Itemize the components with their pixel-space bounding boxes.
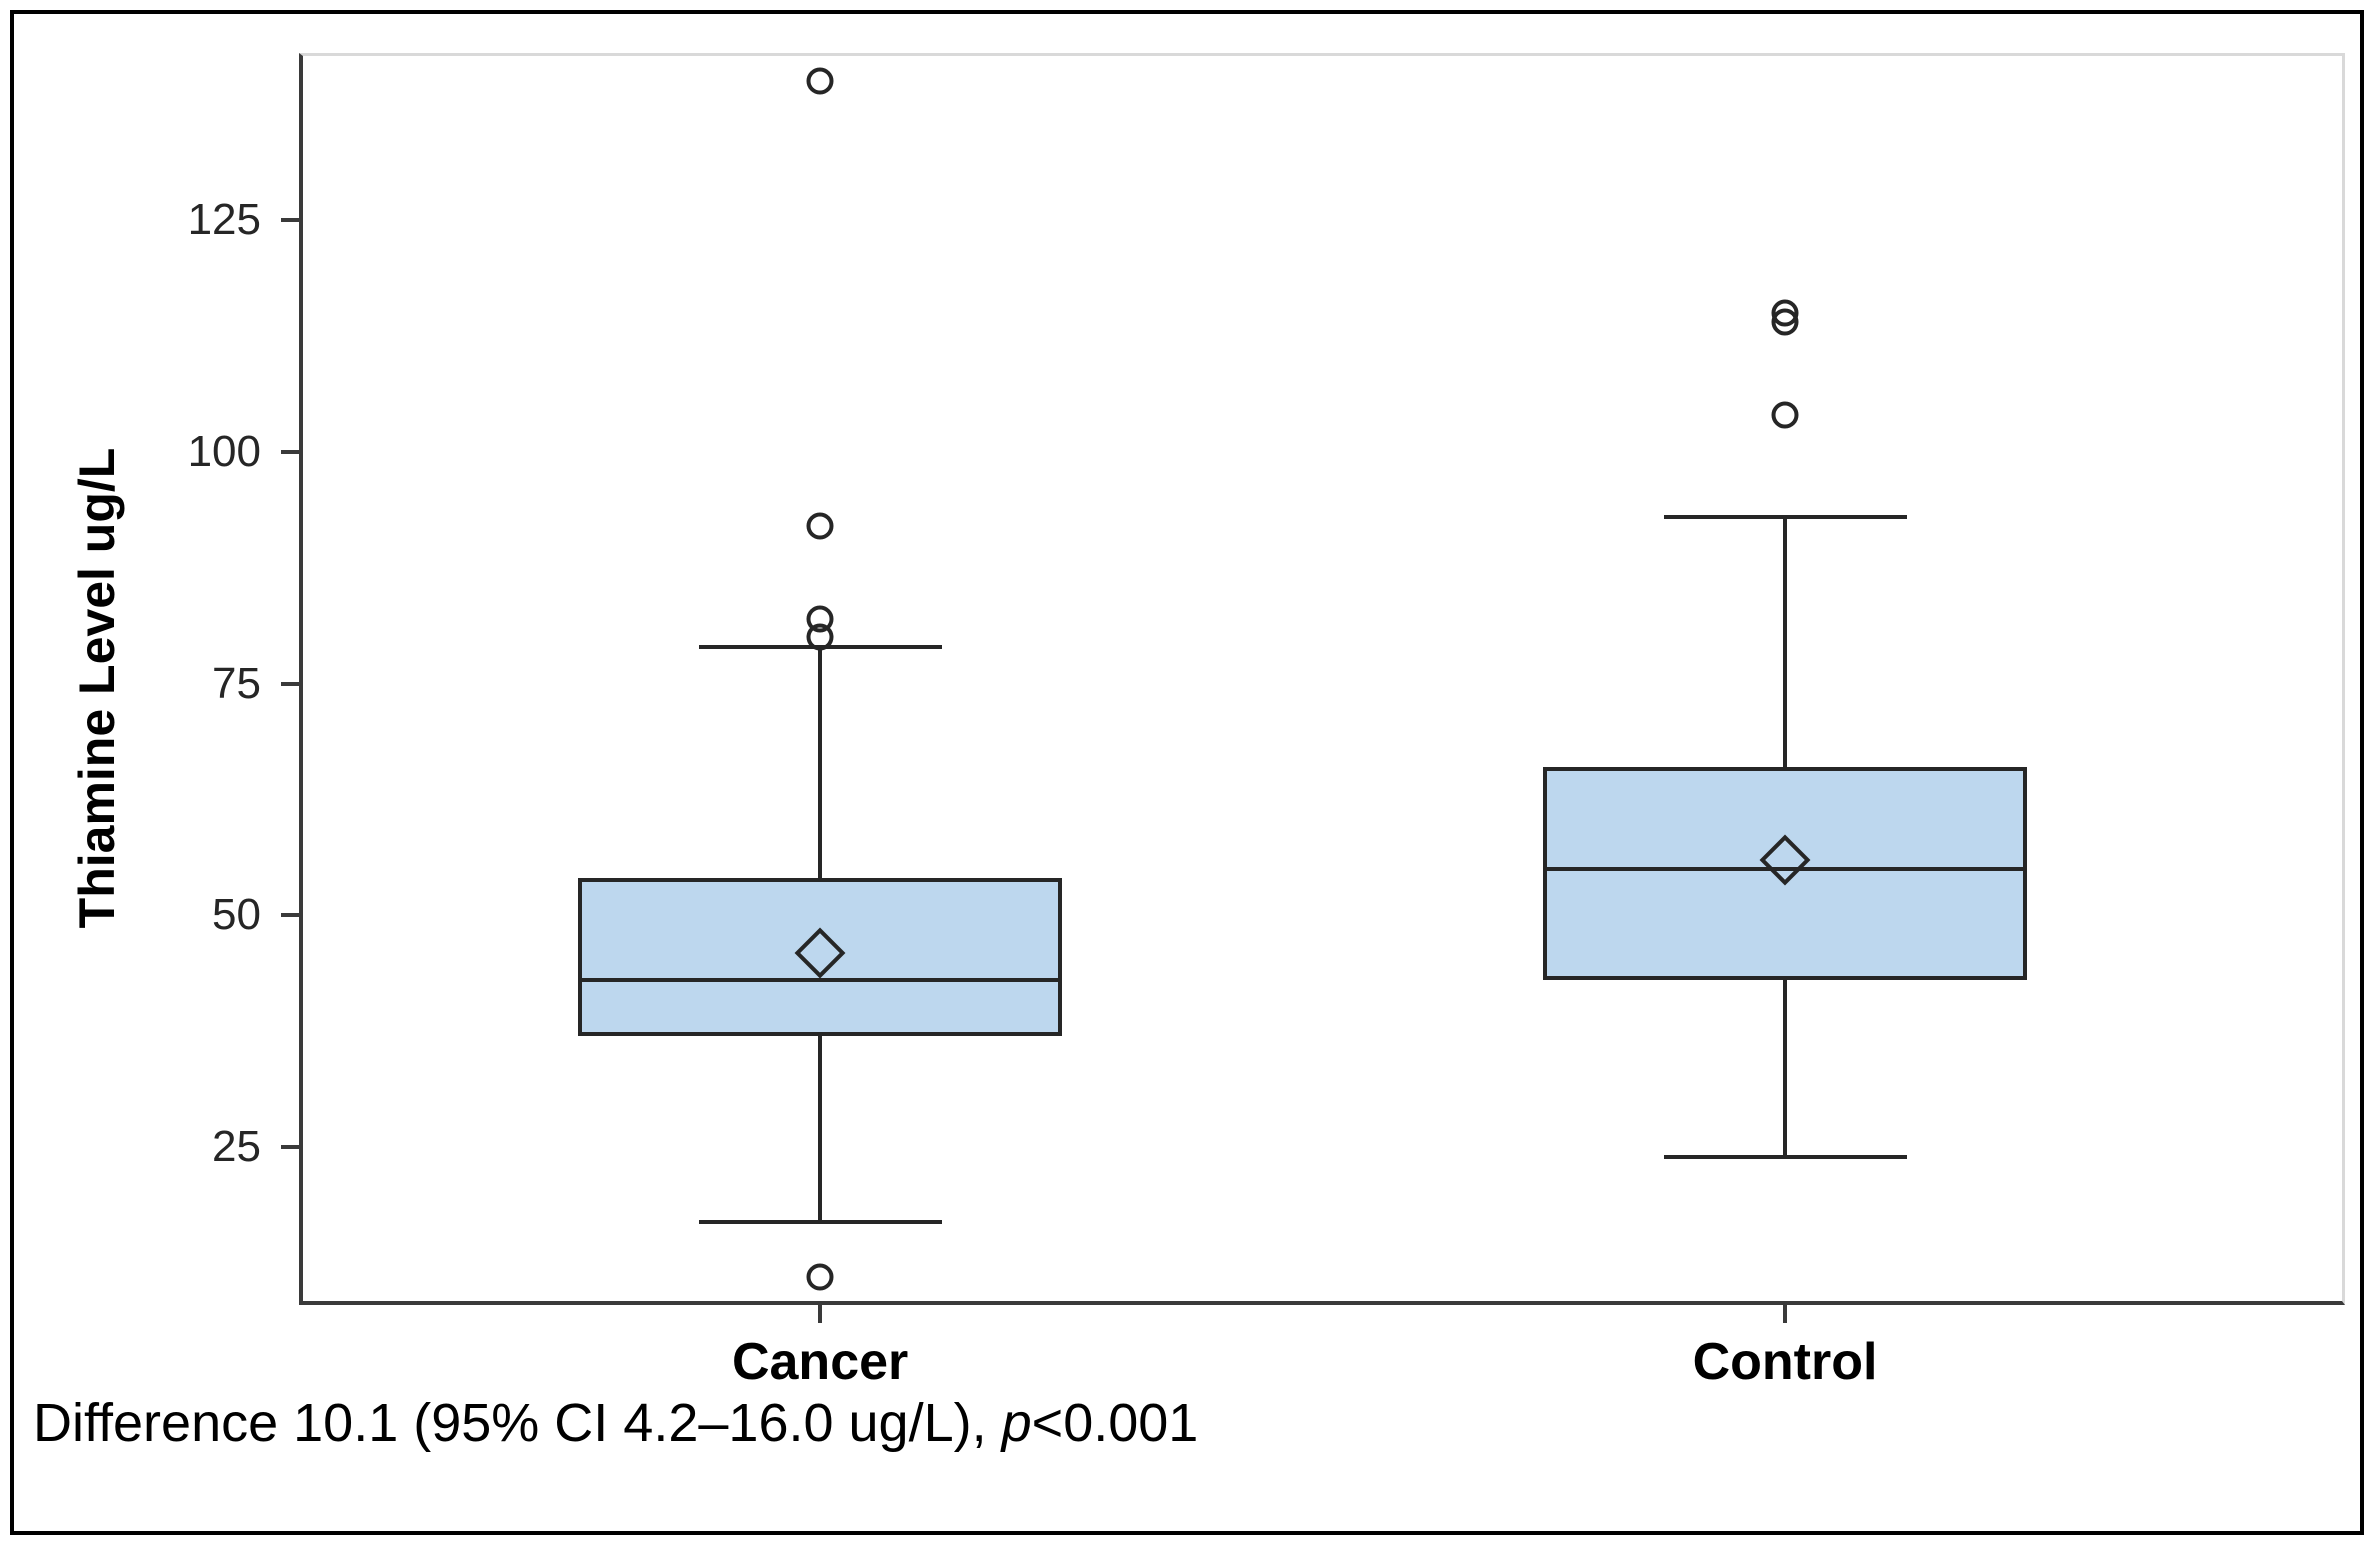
figure-border (10, 10, 2364, 1535)
x-category-label-control: Control (1692, 1333, 1878, 1391)
y-tick-label-50: 50 (212, 890, 261, 940)
cancer-outlier-point (806, 1263, 834, 1291)
control-lower-whisker-cap (1663, 1154, 1907, 1159)
cancer-box (578, 878, 1063, 1037)
cancer-lower-whisker-cap (698, 1219, 942, 1224)
cancer-lower-whisker (818, 1036, 823, 1222)
y-tick-label-25: 25 (212, 1122, 261, 1172)
y-tick-mark-50 (281, 913, 299, 918)
control-upper-whisker (1783, 516, 1787, 768)
y-axis-title: Thiamine Level ug/L (69, 447, 125, 929)
control-outlier-point (1771, 401, 1799, 429)
control-lower-whisker (1783, 980, 1787, 1157)
y-tick-mark-75 (281, 681, 299, 686)
control-outlier-point (1771, 299, 1799, 327)
control-x-tick (1783, 1305, 1787, 1323)
cancer-x-tick (818, 1305, 823, 1323)
cancer-outlier-point (806, 605, 834, 633)
y-tick-label-75: 75 (212, 658, 261, 708)
plot-area (299, 53, 2345, 1305)
y-tick-mark-25 (281, 1145, 299, 1150)
y-tick-label-100: 100 (187, 426, 261, 476)
cancer-outlier-point (806, 67, 834, 95)
control-box (1543, 767, 2027, 981)
cancer-outlier-point (806, 512, 834, 540)
y-tick-mark-100 (281, 449, 299, 454)
y-tick-mark-125 (281, 217, 299, 222)
control-upper-whisker-cap (1663, 514, 1907, 519)
cancer-upper-whisker (818, 646, 823, 879)
caption-p-italic: p (1001, 1393, 1032, 1453)
y-tick-label-125: 125 (187, 194, 261, 244)
x-category-label-cancer: Cancer (731, 1333, 909, 1391)
cancer-median-line (578, 978, 1063, 983)
caption-text: Difference 10.1 (95% CI 4.2–16.0 ug/L), (33, 1393, 1002, 1453)
caption-pvalue: <0.001 (1031, 1393, 1199, 1453)
control-median-line (1543, 867, 2027, 872)
caption: Difference 10.1 (95% CI 4.2–16.0 ug/L), … (33, 1392, 1198, 1454)
